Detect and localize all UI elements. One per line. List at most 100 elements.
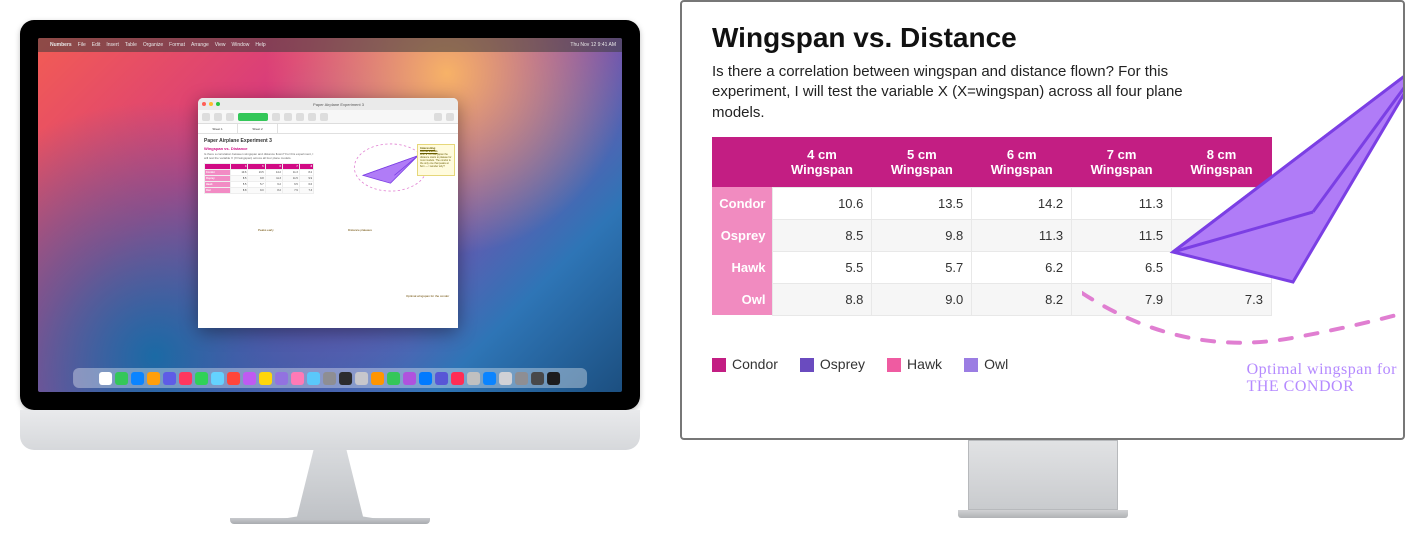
window-titlebar[interactable]: Paper Airplane Experiment 3 (198, 98, 458, 110)
table-cell[interactable]: 11.5 (1072, 219, 1172, 251)
table-cell[interactable]: 10.6 (772, 187, 872, 219)
menubar-right[interactable]: Thu Nov 12 9:41 AM (570, 43, 616, 48)
dock-app-icon[interactable] (404, 372, 417, 385)
table-cell[interactable]: 11.3 (1072, 187, 1172, 219)
toolbar-chart-button[interactable] (284, 113, 292, 121)
table-row[interactable]: Owl8.89.08.27.97.3 (712, 283, 1272, 315)
table-row[interactable]: Condor10.613.514.211.38.2 (712, 187, 1272, 219)
table-cell[interactable]: 7.3 (1172, 283, 1272, 315)
toolbar-shape-button[interactable] (308, 113, 316, 121)
dock-app-icon[interactable] (292, 372, 305, 385)
dock-app-icon[interactable] (500, 372, 513, 385)
dock-app-icon[interactable] (244, 372, 257, 385)
dock-app-icon[interactable] (180, 372, 193, 385)
table-row-header[interactable]: Hawk (712, 251, 772, 283)
dock-app-icon[interactable] (340, 372, 353, 385)
table-cell[interactable]: 9.0 (872, 283, 972, 315)
sticky-note[interactable]: Interesting Observation With a 7cm wings… (417, 144, 455, 176)
menu-organize[interactable]: Organize (143, 43, 163, 48)
dock-app-icon[interactable] (324, 372, 337, 385)
toolbar-zoom-button[interactable] (214, 113, 222, 121)
toolbar-category-button[interactable] (226, 113, 234, 121)
dock-app-icon[interactable] (196, 372, 209, 385)
clock[interactable]: Thu Nov 12 9:41 AM (570, 43, 616, 48)
sheet-tab-2[interactable]: Sheet 2 (238, 124, 278, 133)
toolbar-view-button[interactable] (202, 113, 210, 121)
table-row-header[interactable]: Owl (712, 283, 772, 315)
dock-app-icon[interactable] (260, 372, 273, 385)
toolbar-table-button[interactable] (272, 113, 280, 121)
dock[interactable] (73, 368, 587, 388)
menubar[interactable]: Numbers File Edit Insert Table Organize … (38, 38, 622, 52)
dock-app-icon[interactable] (452, 372, 465, 385)
dock-app-icon[interactable] (276, 372, 289, 385)
table-cell[interactable]: 8.2 (972, 283, 1072, 315)
menu-table[interactable]: Table (125, 43, 137, 48)
menu-file[interactable]: File (78, 43, 86, 48)
dock-app-icon[interactable] (148, 372, 161, 385)
toolbar-insert-button[interactable] (238, 113, 268, 121)
dock-app-icon[interactable] (116, 372, 129, 385)
table-cell[interactable]: 7.9 (1072, 283, 1172, 315)
table-column-header[interactable]: 5 cm Wingspan (872, 137, 972, 188)
dock-app-icon[interactable] (388, 372, 401, 385)
table-cell[interactable]: 9.8 (872, 219, 972, 251)
toolbar[interactable] (198, 110, 458, 124)
table-column-header[interactable]: 8 cm Wingspan (1172, 137, 1272, 188)
table-row[interactable]: Osprey8.59.811.311.59.9 (712, 219, 1272, 251)
table-row[interactable]: Hawk5.55.76.26.56.6 (712, 251, 1272, 283)
app-menu[interactable]: Numbers (50, 43, 72, 48)
table-row-header[interactable]: Condor (712, 187, 772, 219)
menu-edit[interactable]: Edit (92, 43, 101, 48)
menu-window[interactable]: Window (232, 43, 250, 48)
dock-app-icon[interactable] (212, 372, 225, 385)
toolbar-collaborate-button[interactable] (434, 113, 442, 121)
table-cell[interactable]: 14.2 (972, 187, 1072, 219)
bar-chart[interactable] (204, 234, 452, 324)
table-column-header[interactable]: 4 cm Wingspan (772, 137, 872, 188)
dock-app-icon[interactable] (436, 372, 449, 385)
close-icon[interactable] (202, 102, 206, 106)
menu-help[interactable]: Help (255, 43, 265, 48)
dock-app-icon[interactable] (532, 372, 545, 385)
dock-app-icon[interactable] (228, 372, 241, 385)
dock-app-icon[interactable] (420, 372, 433, 385)
dock-app-icon[interactable] (548, 372, 561, 385)
menu-view[interactable]: View (215, 43, 226, 48)
table-cell[interactable]: 8.8 (772, 283, 872, 315)
table-cell[interactable]: 8.2 (1172, 187, 1272, 219)
sheet-tabs[interactable]: Sheet 1 Sheet 2 (198, 124, 458, 134)
numbers-window[interactable]: Paper Airplane Experiment 3 Sheet (198, 98, 458, 328)
zoom-icon[interactable] (216, 102, 220, 106)
menu-arrange[interactable]: Arrange (191, 43, 209, 48)
toolbar-text-button[interactable] (296, 113, 304, 121)
dock-app-icon[interactable] (132, 372, 145, 385)
table-cell[interactable]: 6.6 (1172, 251, 1272, 283)
sheet-tab-1[interactable]: Sheet 1 (198, 124, 238, 133)
dock-app-icon[interactable] (484, 372, 497, 385)
table-cell[interactable]: 5.7 (872, 251, 972, 283)
table-cell[interactable]: 6.5 (1072, 251, 1172, 283)
dock-app-icon[interactable] (100, 372, 113, 385)
menu-insert[interactable]: Insert (106, 43, 119, 48)
minimize-icon[interactable] (209, 102, 213, 106)
table-cell[interactable]: 8.5 (772, 219, 872, 251)
toolbar-format-button[interactable] (446, 113, 454, 121)
table-column-header[interactable]: 6 cm Wingspan (972, 137, 1072, 188)
wingspan-table[interactable]: 4 cm Wingspan5 cm Wingspan6 cm Wingspan7… (712, 137, 1272, 316)
table-cell[interactable]: 13.5 (872, 187, 972, 219)
table-cell[interactable]: 6.2 (972, 251, 1072, 283)
table-column-header[interactable]: 7 cm Wingspan (1072, 137, 1172, 188)
dock-app-icon[interactable] (372, 372, 385, 385)
dock-app-icon[interactable] (516, 372, 529, 385)
document-canvas[interactable]: Paper Airplane Experiment 3 Wingspan vs.… (198, 134, 458, 328)
table-cell[interactable]: 9.9 (1172, 219, 1272, 251)
dock-app-icon[interactable] (164, 372, 177, 385)
menu-format[interactable]: Format (169, 43, 185, 48)
toolbar-media-button[interactable] (320, 113, 328, 121)
table-cell[interactable]: 5.5 (772, 251, 872, 283)
table-row-header[interactable]: Osprey (712, 219, 772, 251)
dock-app-icon[interactable] (468, 372, 481, 385)
table-cell[interactable]: 11.3 (972, 219, 1072, 251)
dock-app-icon[interactable] (356, 372, 369, 385)
